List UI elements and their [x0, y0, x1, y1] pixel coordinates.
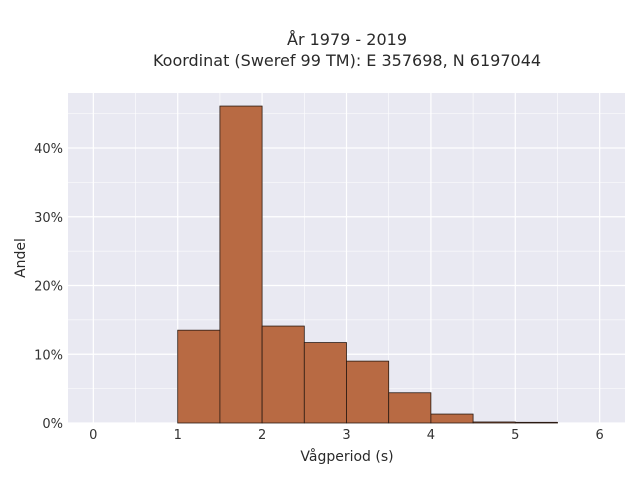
histogram-bar [472, 421, 516, 424]
chart-title-line-2: Koordinat (Sweref 99 TM): E 357698, N 61… [153, 51, 541, 70]
histogram-bar [430, 413, 474, 424]
y-tick-label: 40% [34, 142, 63, 157]
x-tick-label: 6 [596, 428, 604, 443]
histogram-bar [219, 105, 263, 424]
x-tick-label: 0 [89, 428, 97, 443]
histogram-bar [346, 360, 390, 424]
x-tick-label: 5 [511, 428, 519, 443]
x-tick-label: 3 [342, 428, 350, 443]
x-tick-label: 4 [427, 428, 435, 443]
chart-title-line-1: År 1979 - 2019 [287, 30, 407, 49]
y-tick-label: 20% [34, 280, 63, 295]
histogram-bar [303, 342, 347, 424]
y-axis-label: Andel [13, 238, 29, 278]
histogram-bar [388, 392, 432, 424]
x-tick-label: 2 [258, 428, 266, 443]
histogram-bar [514, 421, 558, 424]
x-tick-label: 1 [174, 428, 182, 443]
y-tick-label: 10% [34, 348, 63, 363]
histogram-bar [177, 329, 221, 424]
y-tick-label: 30% [34, 211, 63, 226]
bars [177, 105, 558, 424]
y-tick-labels: 0% 10% 20% 30% 40% [34, 142, 63, 432]
y-tick-label: 0% [42, 417, 63, 432]
x-tick-labels: 0 1 2 3 4 5 6 [89, 428, 604, 443]
histogram-bar [261, 325, 305, 424]
x-axis-label: Vågperiod (s) [300, 448, 393, 465]
